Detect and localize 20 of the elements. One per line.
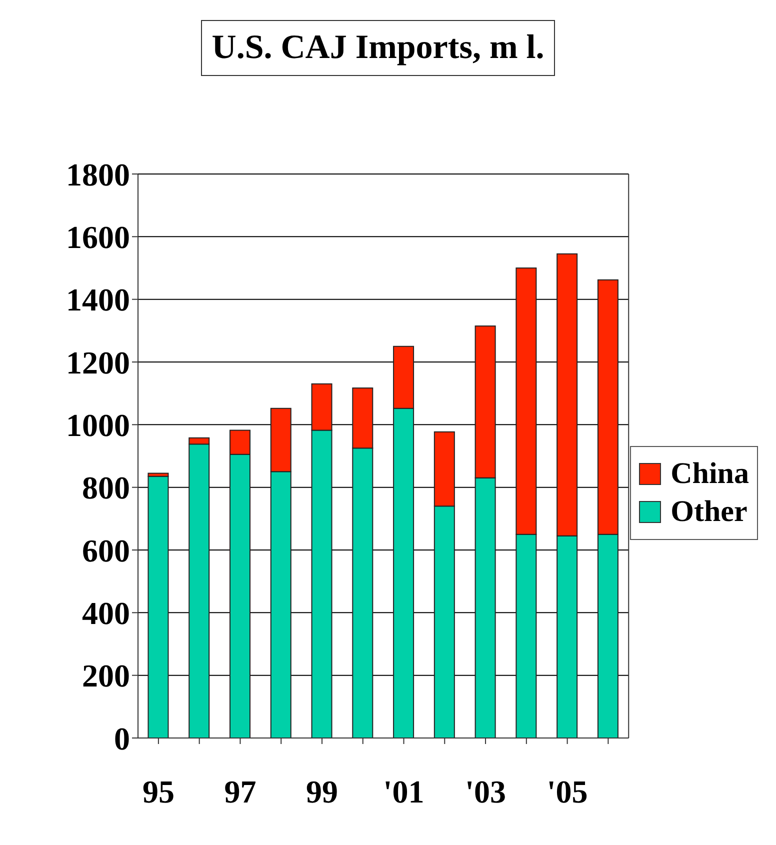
y-tick-label: 400 bbox=[82, 595, 130, 632]
legend-label: China bbox=[670, 457, 749, 491]
y-tick-label: 1200 bbox=[66, 344, 130, 380]
x-tick-label: 95 bbox=[142, 774, 174, 810]
x-tick-label: 97 bbox=[224, 774, 256, 810]
x-tick-label: '03 bbox=[465, 774, 506, 810]
chart-title: U.S. CAJ Imports, m l. bbox=[200, 20, 556, 76]
y-tick-label: 0 bbox=[114, 720, 130, 756]
x-tick-label: 99 bbox=[306, 774, 338, 810]
y-tick-label: 600 bbox=[82, 532, 130, 568]
x-tick-label: '05 bbox=[546, 774, 588, 810]
y-tick-label: 1000 bbox=[66, 407, 130, 444]
y-tick-label: 1400 bbox=[66, 282, 130, 318]
legend-label: Other bbox=[670, 495, 748, 529]
y-tick-label: 1800 bbox=[66, 156, 130, 192]
y-tick-label: 200 bbox=[82, 658, 130, 694]
y-tick-label: 1600 bbox=[66, 219, 130, 256]
x-tick-label: '01 bbox=[383, 774, 424, 810]
bar bbox=[148, 476, 169, 738]
y-tick-label: 800 bbox=[82, 470, 130, 506]
